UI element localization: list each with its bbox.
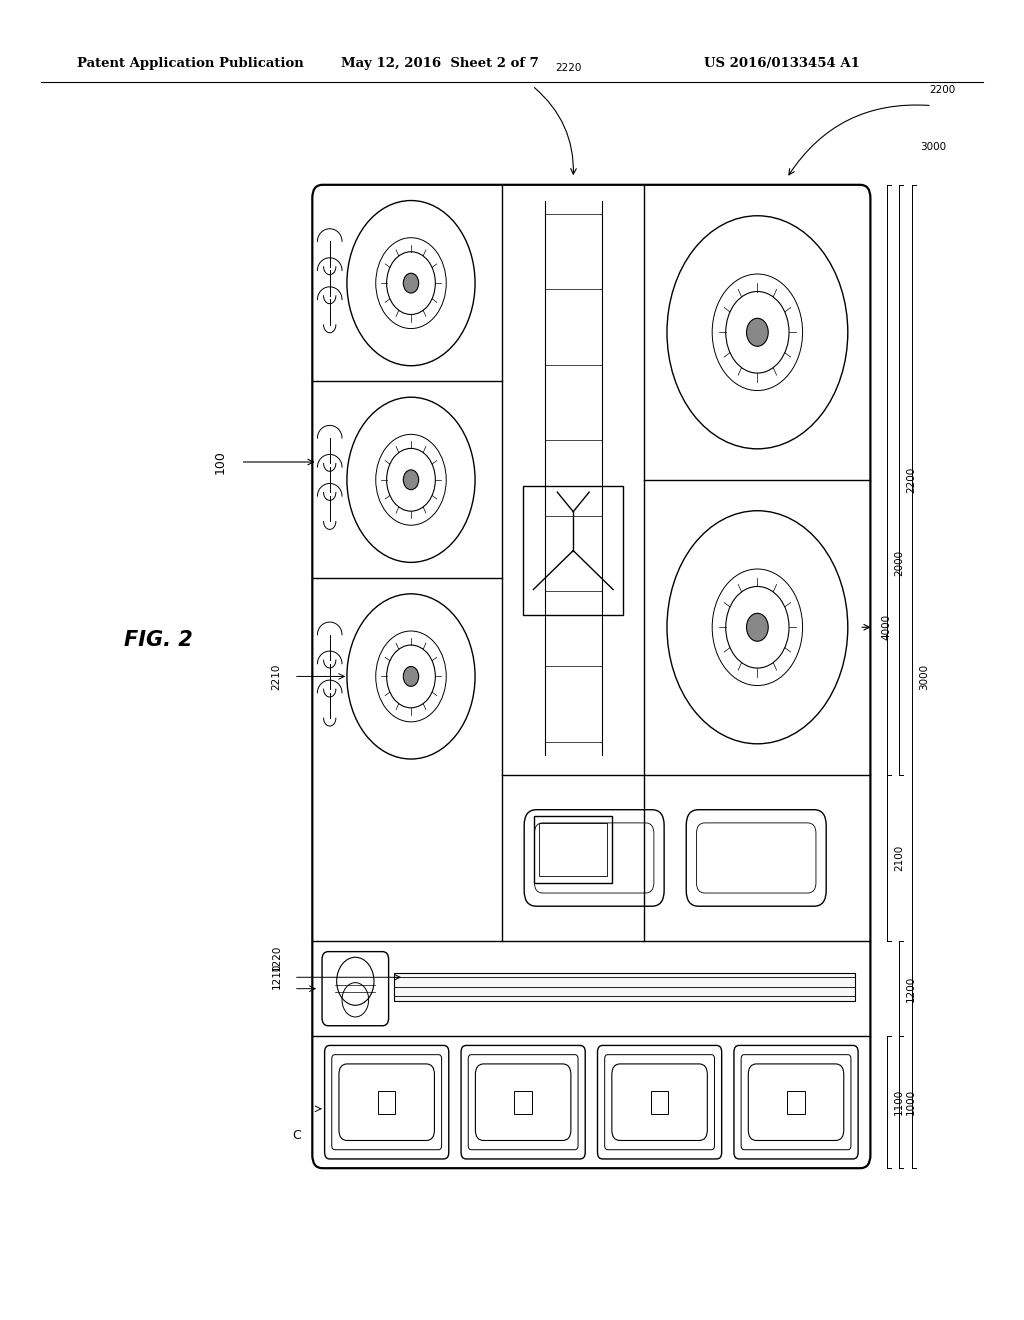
Text: C: C — [293, 1129, 301, 1142]
Bar — [523, 486, 623, 615]
Text: 1200: 1200 — [906, 975, 916, 1002]
Text: 2200: 2200 — [929, 84, 955, 95]
Text: 2000: 2000 — [894, 550, 904, 576]
Circle shape — [403, 667, 419, 686]
Bar — [378, 1090, 395, 1114]
Text: 2100: 2100 — [894, 845, 904, 871]
Text: Patent Application Publication: Patent Application Publication — [77, 57, 303, 70]
Circle shape — [403, 273, 419, 293]
Text: 2220: 2220 — [555, 62, 582, 73]
Text: 1210: 1210 — [271, 962, 282, 989]
Text: US 2016/0133454 A1: US 2016/0133454 A1 — [705, 57, 860, 70]
Text: 3000: 3000 — [921, 141, 947, 152]
Text: 100: 100 — [214, 450, 226, 474]
Text: 2210: 2210 — [271, 663, 282, 689]
Circle shape — [746, 614, 768, 642]
Circle shape — [746, 318, 768, 346]
Text: May 12, 2016  Sheet 2 of 7: May 12, 2016 Sheet 2 of 7 — [341, 57, 540, 70]
Bar — [514, 1090, 531, 1114]
Text: 4000: 4000 — [882, 614, 892, 640]
Bar — [535, 816, 612, 883]
Text: 1220: 1220 — [271, 944, 282, 970]
Bar — [540, 822, 607, 876]
Circle shape — [403, 470, 419, 490]
Text: 1000: 1000 — [906, 1089, 916, 1115]
Text: 3000: 3000 — [920, 664, 930, 689]
Bar — [393, 973, 855, 1001]
Bar — [651, 1090, 669, 1114]
Text: FIG. 2: FIG. 2 — [124, 630, 194, 651]
Bar — [787, 1090, 805, 1114]
Text: 2200: 2200 — [906, 467, 916, 492]
Text: 1100: 1100 — [894, 1089, 904, 1115]
